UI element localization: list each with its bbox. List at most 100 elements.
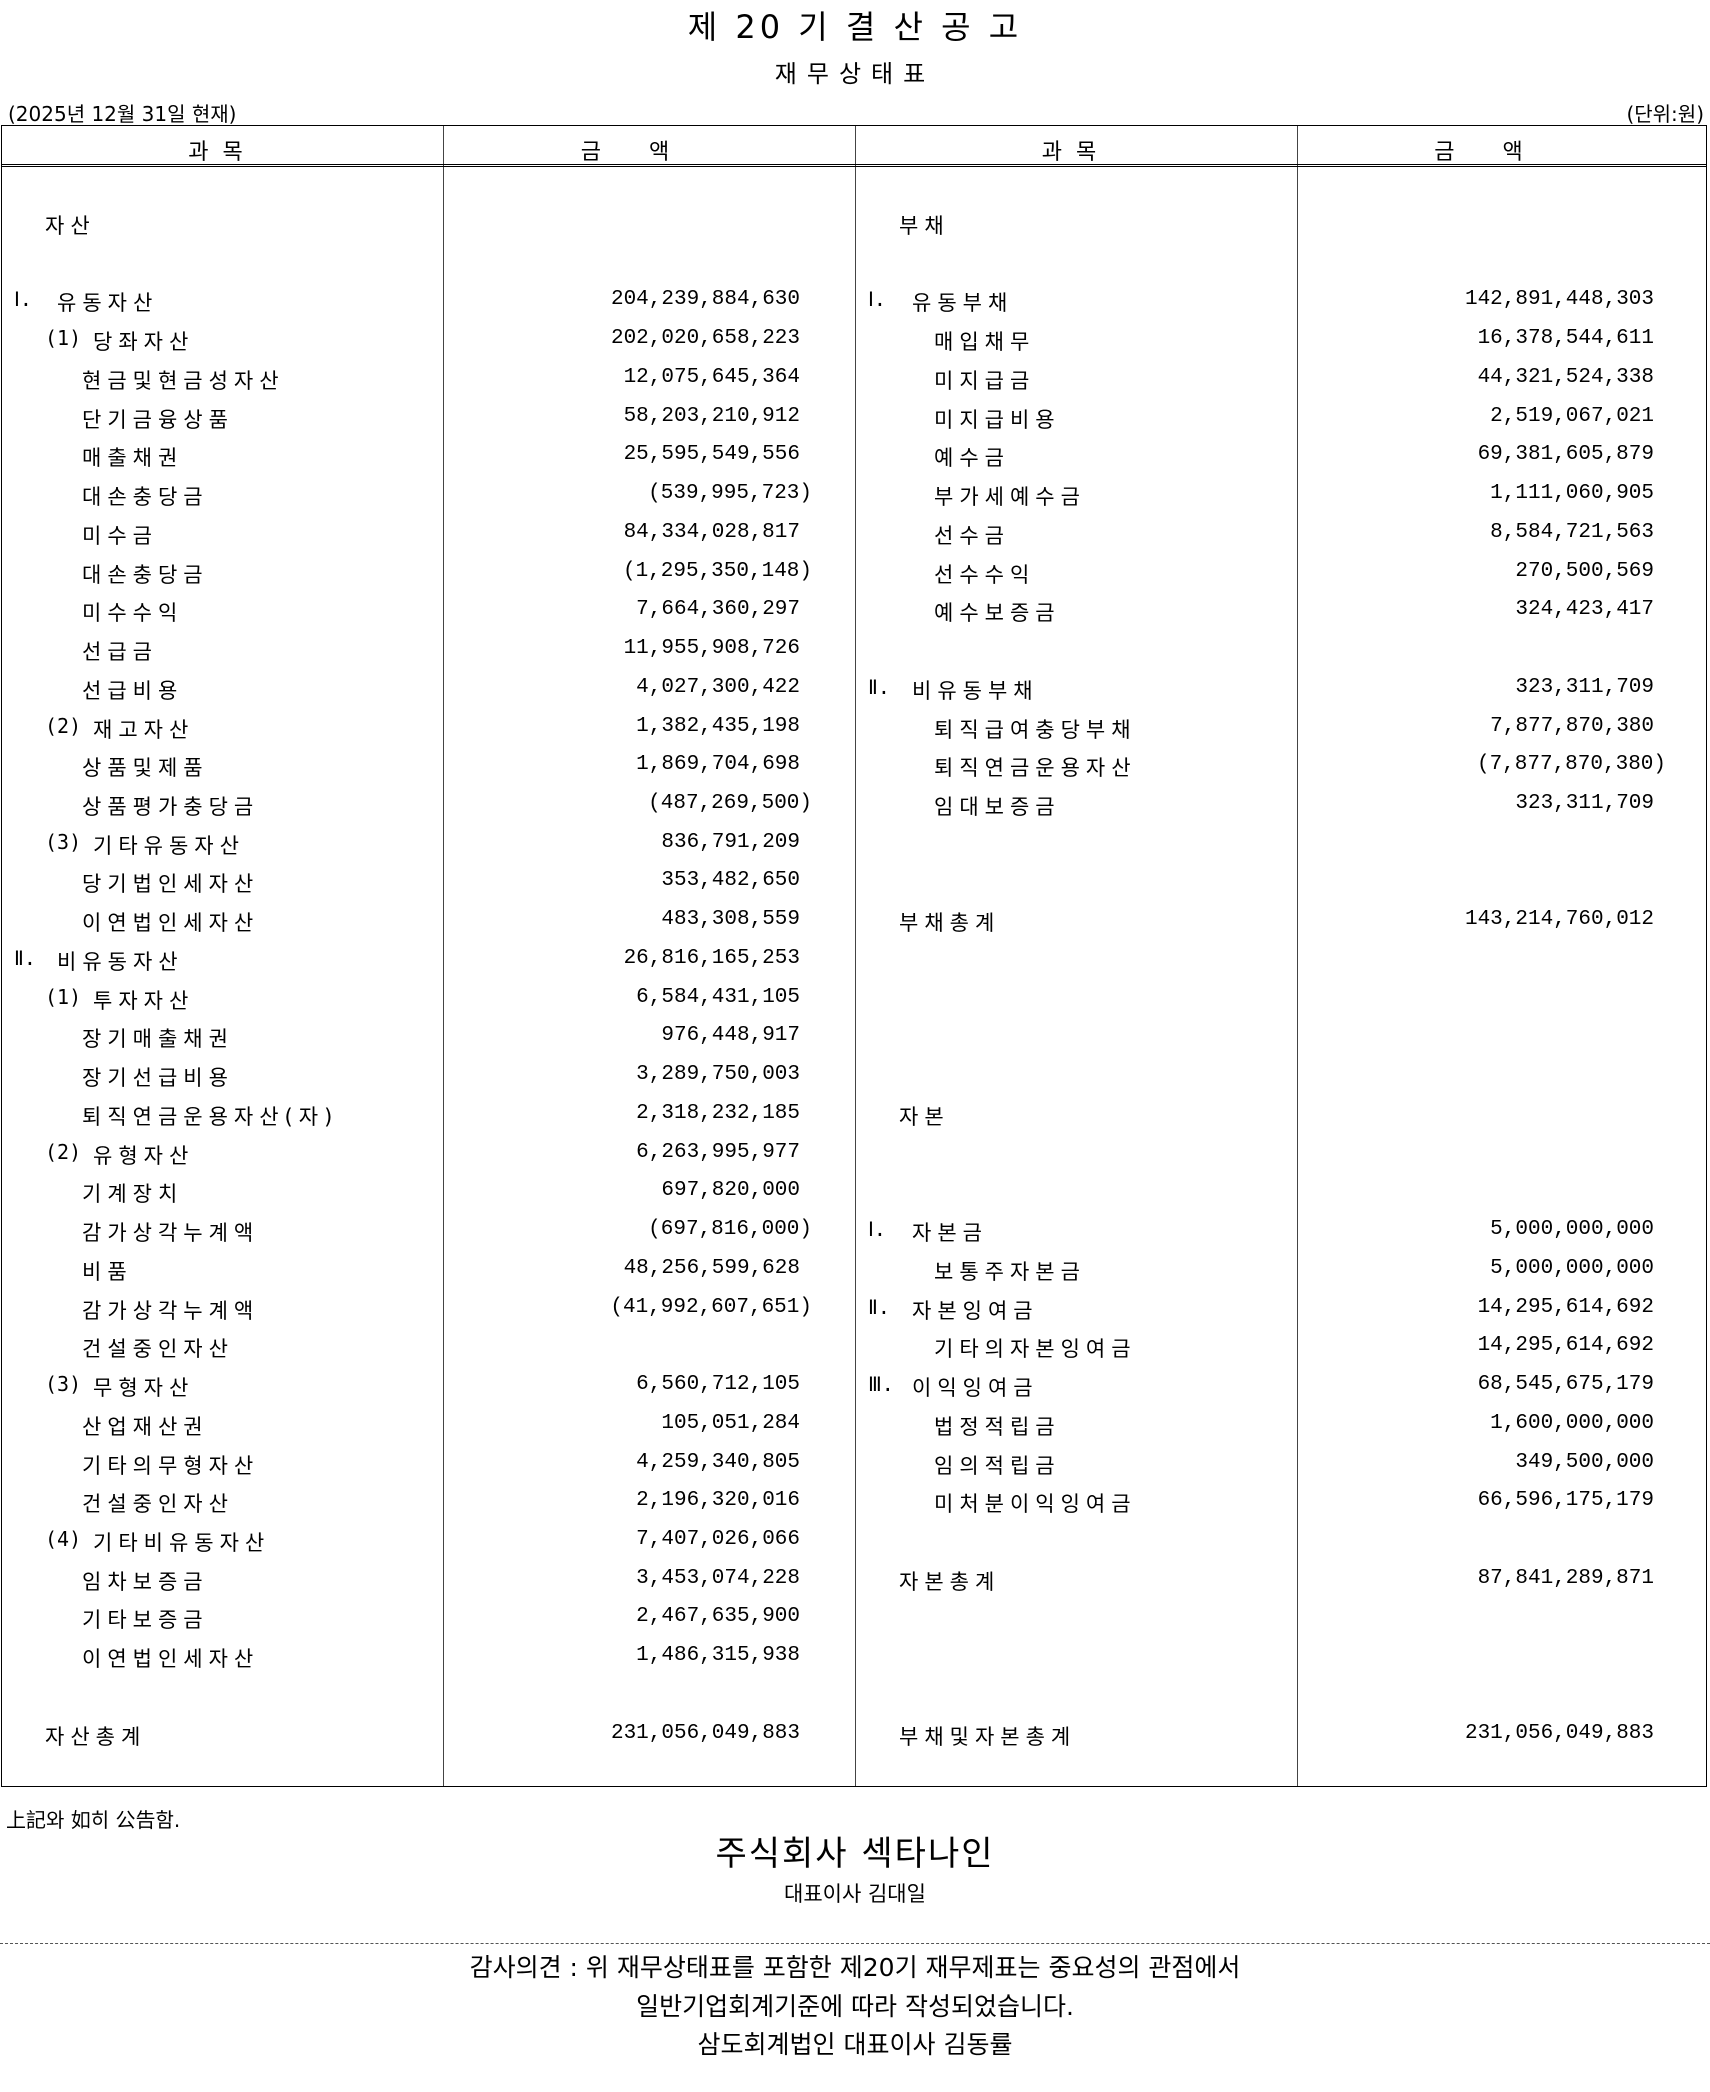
- table-row: 산업재산권 105,051,284 법정적립금 1,600,000,000: [2, 1404, 1706, 1443]
- amount-value: 202,020,658,223: [610, 327, 800, 351]
- table-row: (2) 유형자산 6,263,995,977: [2, 1133, 1706, 1172]
- unit-label: (단위:원): [1626, 102, 1704, 126]
- dashed-divider: [0, 1943, 1710, 1944]
- table-row: 건설중인자산 기타의자본잉여금 14,295,614,692: [2, 1326, 1706, 1365]
- account-label: 기타비유동자산: [93, 1530, 271, 1555]
- amount-value: (1,295,350,148): [622, 559, 812, 583]
- account-label: 단기금융상품: [82, 407, 234, 432]
- amount-value: 231,056,049,883: [1464, 1721, 1654, 1745]
- column-divider: [1297, 126, 1298, 1786]
- table-row: 대손충당금 (539,995,723) 부가세예수금 1,111,060,905: [2, 474, 1706, 513]
- table-row: 선급금 11,955,908,726: [2, 629, 1706, 668]
- amount-value: 349,500,000: [1515, 1450, 1654, 1474]
- account-label: 임의적립금: [934, 1453, 1061, 1478]
- section-number: Ⅰ.: [868, 1217, 886, 1242]
- account-label: 선수금: [934, 523, 1010, 548]
- account-label: 기계장치: [82, 1182, 184, 1207]
- amount-value: 84,334,028,817: [623, 520, 800, 544]
- account-label: 예수보증금: [934, 601, 1061, 626]
- account-label: 자산: [45, 214, 96, 238]
- account-label: 비유동자산: [57, 949, 184, 974]
- audit-opinion-line: 감사의견 : 위 재무상태표를 포함한 제20기 재무제표는 중요성의 관점에서: [469, 1953, 1241, 1982]
- section-number: (3): [45, 829, 82, 854]
- amount-value: (487,269,500): [648, 792, 812, 816]
- table-body: 자산 부채 Ⅰ. 유동자산 204,239,884,630 Ⅰ. 유동부채 142,891,4…: [2, 203, 1706, 1752]
- account-label: 선수수익: [934, 562, 1036, 587]
- amount-value: (7,877,870,380): [1476, 753, 1666, 777]
- amount-value: 66,596,175,179: [1477, 1489, 1654, 1513]
- table-row: 자산 부채: [2, 203, 1706, 242]
- amount-value: 1,869,704,698: [636, 753, 800, 777]
- account-label: 유형자산: [93, 1143, 195, 1168]
- account-label: 매출채권: [82, 446, 184, 471]
- amount-value: 353,482,650: [661, 869, 800, 893]
- account-label: 부가세예수금: [934, 485, 1086, 510]
- amount-value: 2,318,232,185: [636, 1101, 800, 1125]
- amount-value: 6,263,995,977: [636, 1140, 800, 1164]
- page-title: 제 20 기 결 산 공 고: [687, 8, 1023, 46]
- amount-value: 3,453,074,228: [636, 1566, 800, 1590]
- amount-value: 7,877,870,380: [1490, 714, 1654, 738]
- auditor-name: 삼도회계법인 대표이사 김동률: [697, 2030, 1013, 2059]
- section-number: (3): [45, 1372, 82, 1397]
- amount-value: 25,595,549,556: [623, 443, 800, 467]
- table-row: 기타보증금 2,467,635,900: [2, 1597, 1706, 1636]
- amount-value: (697,816,000): [648, 1218, 812, 1242]
- table-row: 기계장치 697,820,000: [2, 1171, 1706, 1210]
- amount-value: 58,203,210,912: [623, 404, 800, 428]
- amount-value: 14,295,614,692: [1477, 1334, 1654, 1358]
- amount-value: 323,311,709: [1515, 792, 1654, 816]
- amount-value: 8,584,721,563: [1490, 520, 1654, 544]
- amount-value: 16,378,544,611: [1477, 327, 1654, 351]
- as-of-date: (2025년 12월 31일 현재): [8, 102, 237, 126]
- amount-value: (539,995,723): [648, 482, 812, 506]
- section-number: (2): [45, 713, 82, 738]
- amount-value: 44,321,524,338: [1477, 365, 1654, 389]
- account-label: 대손충당금: [82, 562, 209, 587]
- table-row: 감가상각누계액 (697,816,000) Ⅰ. 자본금 5,000,000,000: [2, 1210, 1706, 1249]
- ceo-name: 대표이사 김대일: [784, 1882, 926, 1906]
- account-label: 당기법인세자산: [82, 872, 260, 897]
- account-label: 무형자산: [93, 1376, 195, 1401]
- account-label: 임대보증금: [934, 795, 1061, 820]
- section-number: Ⅰ.: [14, 287, 32, 312]
- table-row: 당기법인세자산 353,482,650: [2, 861, 1706, 900]
- amount-value: 1,382,435,198: [636, 714, 800, 738]
- table-row: (2) 재고자산 1,382,435,198 퇴직급여충당부채 7,877,870,38…: [2, 707, 1706, 746]
- section-number: Ⅰ.: [868, 287, 886, 312]
- table-row: 이연법인세자산 483,308,559 부채총계 143,214,760,012: [2, 900, 1706, 939]
- account-label: 장기선급비용: [82, 1066, 234, 1091]
- account-label: 미지급비용: [934, 407, 1061, 432]
- table-row: 장기선급비용 3,289,750,003: [2, 1055, 1706, 1094]
- table-row: 대손충당금 (1,295,350,148) 선수수익 270,500,569: [2, 552, 1706, 591]
- table-header: 과목 금액 과목 금액: [2, 126, 1706, 167]
- table-row: 매출채권 25,595,549,556 예수금 69,381,605,879: [2, 435, 1706, 474]
- balance-sheet-table: 과목 금액 과목 금액 자산 부채 Ⅰ. 유동자산 204,239,884,630 Ⅰ. 유…: [1, 125, 1707, 1787]
- table-row: 건설중인자산 2,196,320,016 미처분이익잉여금 66,596,175,17…: [2, 1481, 1706, 1520]
- account-label: 비유동부채: [912, 678, 1039, 703]
- account-label: 이익잉여금: [912, 1376, 1039, 1401]
- table-row: 장기매출채권 976,448,917: [2, 1016, 1706, 1055]
- account-label: 유동부채: [912, 291, 1014, 316]
- account-label: 상품및제품: [82, 756, 209, 781]
- account-label: 기타보증금: [82, 1608, 209, 1633]
- amount-value: 143,214,760,012: [1464, 908, 1654, 932]
- amount-value: 5,000,000,000: [1490, 1218, 1654, 1242]
- statement-title: 재무상태표: [774, 60, 936, 88]
- table-row: Ⅱ. 비유동자산 26,816,165,253: [2, 939, 1706, 978]
- header-amount-right: 금액: [1434, 140, 1571, 165]
- table-row: (3) 무형자산 6,560,712,105 Ⅲ. 이익잉여금 68,545,675,17…: [2, 1365, 1706, 1404]
- table-row: 미수수익 7,664,360,297 예수보증금 324,423,417: [2, 590, 1706, 629]
- audit-opinion-line: 일반기업회계기준에 따라 작성되었습니다.: [636, 1992, 1074, 2021]
- account-label: 자본금: [912, 1221, 988, 1246]
- account-label: 비품: [82, 1259, 133, 1284]
- column-divider: [855, 126, 856, 1786]
- amount-value: 105,051,284: [661, 1411, 800, 1435]
- amount-value: 48,256,599,628: [623, 1256, 800, 1280]
- amount-value: (41,992,607,651): [610, 1295, 812, 1319]
- section-number: Ⅱ.: [868, 674, 890, 699]
- account-label: 자본잉여금: [912, 1298, 1039, 1323]
- amount-value: 976,448,917: [661, 1024, 800, 1048]
- section-number: Ⅱ.: [868, 1294, 890, 1319]
- table-row: 감가상각누계액 (41,992,607,651) Ⅱ. 자본잉여금 14,295,614…: [2, 1288, 1706, 1327]
